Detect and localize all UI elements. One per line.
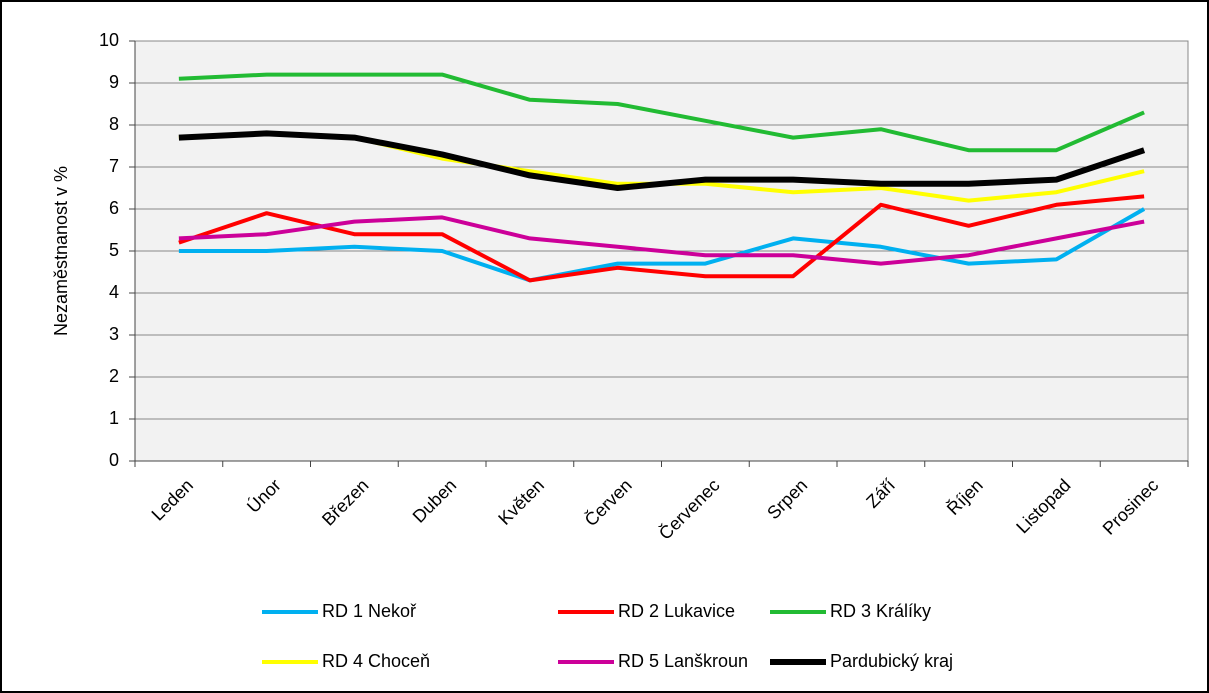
- series-line: [178, 207, 1146, 283]
- legend-label: RD 5 Lanškroun: [618, 651, 748, 671]
- y-tick-label: 8: [109, 114, 119, 134]
- legend-label: RD 3 Králíky: [830, 601, 931, 621]
- y-tick-label: 6: [109, 198, 119, 218]
- y-tick-label: 2: [109, 366, 119, 386]
- y-tick-label: 0: [109, 450, 119, 470]
- y-tick-label: 10: [99, 30, 119, 50]
- series-line: [178, 72, 1145, 153]
- y-tick-label: 1: [109, 408, 119, 428]
- legend-label: RD 4 Choceň: [322, 651, 430, 671]
- series-line: [178, 130, 1146, 191]
- series-line: [178, 194, 1145, 283]
- y-tick-label: 9: [109, 72, 119, 92]
- series-line: [178, 215, 1145, 266]
- y-tick-label: 5: [109, 240, 119, 260]
- y-tick-label: 4: [109, 282, 119, 302]
- y-tick-label: 7: [109, 156, 119, 176]
- y-axis-title: Nezaměstnanost v %: [51, 166, 71, 336]
- legend-label: RD 2 Lukavice: [618, 601, 735, 621]
- legend-label: Pardubický kraj: [830, 651, 953, 671]
- legend-label: RD 1 Nekoř: [322, 601, 417, 621]
- y-tick-label: 3: [109, 324, 119, 344]
